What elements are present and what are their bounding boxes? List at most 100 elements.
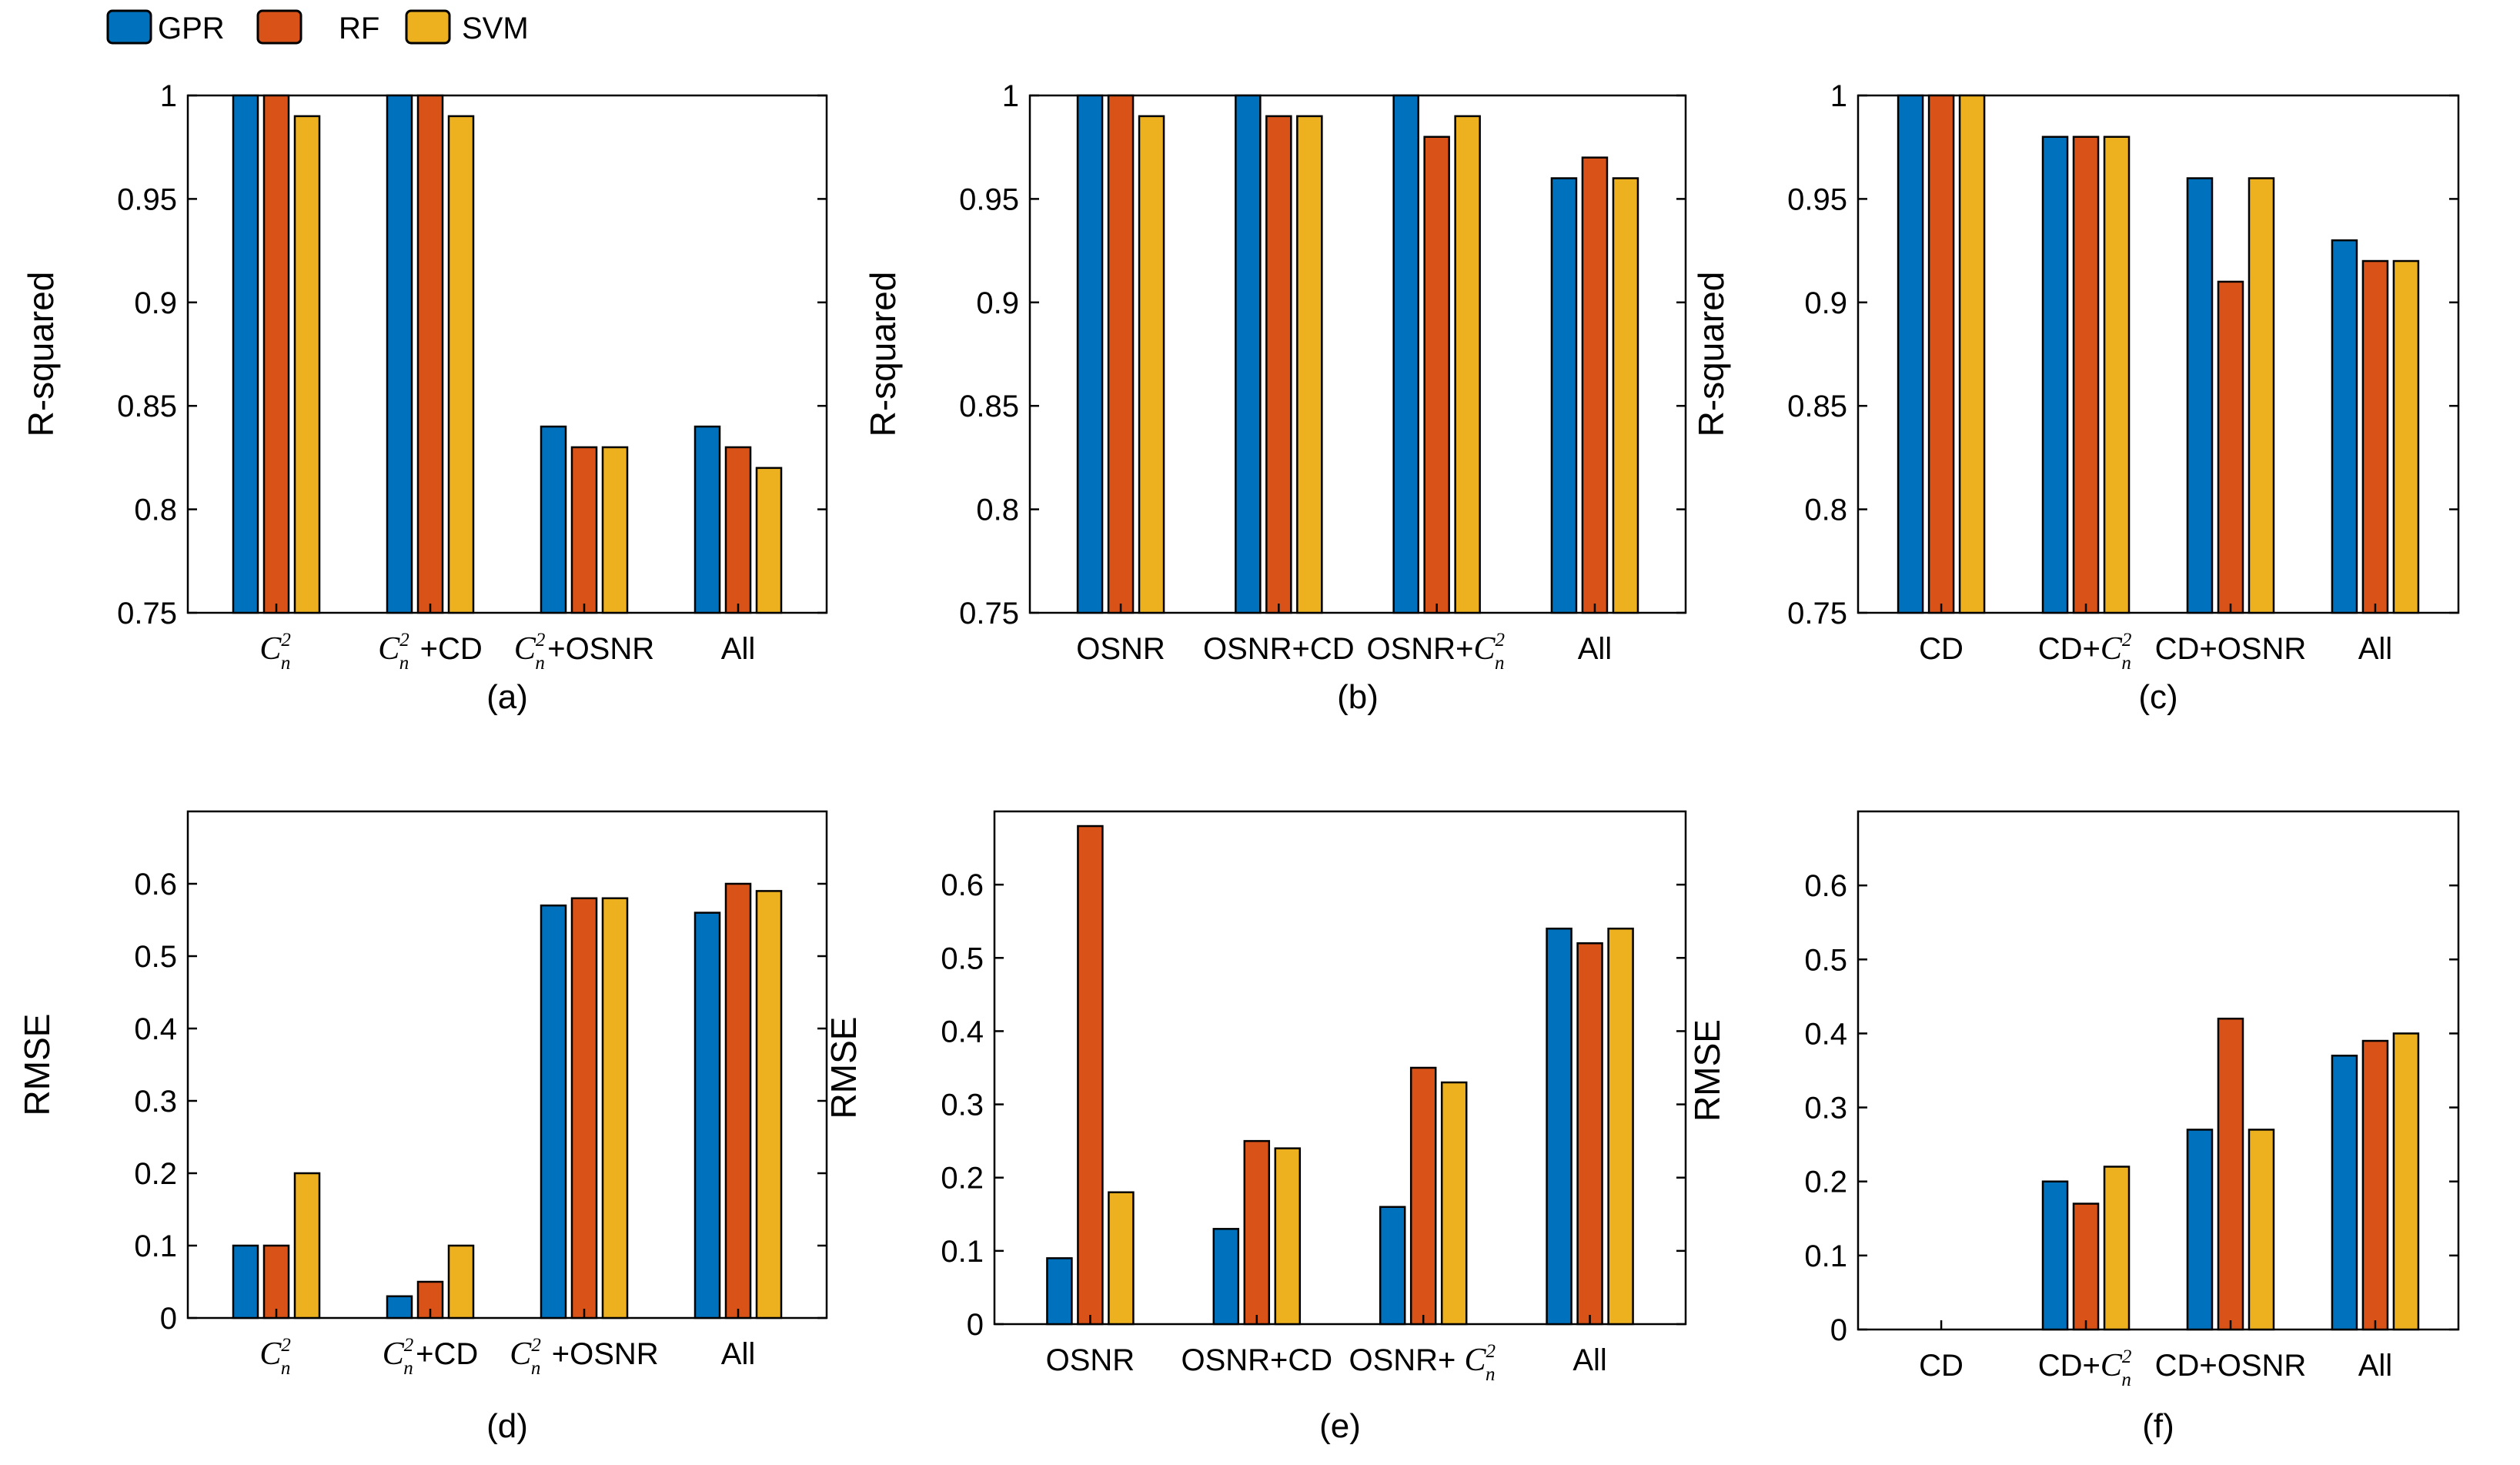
bar-e-svm-3 bbox=[1607, 927, 1634, 1326]
bar-a-rf-2 bbox=[570, 446, 598, 614]
bar-a-svm-0 bbox=[293, 115, 321, 614]
plot-area-e bbox=[993, 810, 1687, 1326]
xtick-label-a-1: C2 n +CD bbox=[378, 630, 483, 674]
ytick-label-f-1: 0.1 bbox=[1804, 1239, 1847, 1273]
caption-c: (c) bbox=[2138, 678, 2177, 716]
ytick-label-f-4: 0.4 bbox=[1804, 1017, 1847, 1051]
ytick-label-b-2: 0.85 bbox=[959, 390, 1019, 423]
panel-a: 0.75 0.8 0.85 0.9 0.95 1 C2 n C2 n +CD C2 n +OSNR A… bbox=[21, 79, 828, 716]
xtick-label-c-0: CD bbox=[1919, 632, 1964, 666]
bar-c-rf-0 bbox=[1927, 94, 1955, 614]
ylabel-b: R-squared bbox=[863, 272, 903, 437]
bar-a-gpr-3 bbox=[694, 425, 721, 614]
bar-c-svm-1 bbox=[2103, 135, 2131, 614]
bar-d-gpr-0 bbox=[232, 1244, 259, 1320]
xtick-label-e-0: OSNR bbox=[1046, 1343, 1135, 1377]
bar-c-gpr-1 bbox=[2041, 135, 2069, 614]
ytick-label-c-5: 1 bbox=[1830, 79, 1847, 113]
bar-c-gpr-0 bbox=[1897, 94, 1924, 614]
caption-e: (e) bbox=[1319, 1407, 1361, 1445]
legend: GPR RF SVM bbox=[106, 9, 529, 45]
ytick-label-e-0: 0 bbox=[967, 1308, 984, 1342]
bar-b-gpr-0 bbox=[1076, 94, 1104, 614]
bar-e-rf-2 bbox=[1409, 1066, 1437, 1326]
ytick-label-d-2: 0.2 bbox=[134, 1157, 177, 1191]
legend-swatch-gpr bbox=[106, 9, 152, 45]
xtick-label-e-2: OSNR+ C2 n bbox=[1349, 1341, 1497, 1385]
legend-label-rf: RF bbox=[339, 12, 379, 45]
bar-e-rf-3 bbox=[1576, 942, 1603, 1326]
legend-label-gpr: GPR bbox=[158, 12, 225, 45]
plot-area-d bbox=[186, 810, 828, 1320]
bar-c-svm-3 bbox=[2392, 259, 2420, 614]
xtick-label-f-1: CD+C2 n bbox=[2038, 1346, 2134, 1390]
ytick-label-a-0: 0.75 bbox=[117, 597, 177, 630]
bar-e-svm-0 bbox=[1108, 1191, 1135, 1326]
ytick-label-b-1: 0.8 bbox=[976, 493, 1019, 527]
ytick-label-f-6: 0.6 bbox=[1804, 869, 1847, 903]
xtick-label-c-1: CD+C2 n bbox=[2038, 630, 2134, 674]
ytick-label-d-6: 0.6 bbox=[134, 868, 177, 901]
ylabel-e: RMSE bbox=[824, 1017, 864, 1119]
bar-a-rf-3 bbox=[724, 446, 752, 614]
bar-e-gpr-1 bbox=[1212, 1228, 1240, 1326]
bar-c-rf-3 bbox=[2361, 259, 2389, 614]
bar-b-svm-1 bbox=[1296, 115, 1323, 614]
bar-d-svm-2 bbox=[601, 897, 629, 1320]
ytick-label-d-4: 0.4 bbox=[134, 1012, 177, 1046]
bar-d-gpr-1 bbox=[386, 1295, 413, 1320]
bar-c-svm-0 bbox=[1958, 94, 1986, 614]
ytick-label-b-0: 0.75 bbox=[959, 597, 1019, 630]
ytick-label-e-5: 0.5 bbox=[941, 942, 984, 975]
plot-area-b bbox=[1028, 94, 1687, 614]
ytick-label-f-5: 0.5 bbox=[1804, 943, 1847, 977]
bar-f-gpr-2 bbox=[2186, 1129, 2214, 1331]
xtick-label-a-3: All bbox=[721, 632, 755, 666]
panel-b: 0.75 0.8 0.85 0.9 0.95 1 OSNR OSNR+CD OSNR+C2 n A… bbox=[863, 79, 1687, 716]
panel-f: 0 0.1 0.2 0.3 0.4 0.5 0.6 CD CD+C2 n CD+OSNR All RM… bbox=[1687, 810, 2460, 1445]
xtick-label-f-2: CD+OSNR bbox=[2155, 1349, 2307, 1383]
bar-c-rf-1 bbox=[2072, 135, 2100, 614]
plot-area-c bbox=[1857, 94, 2460, 614]
bar-a-svm-1 bbox=[447, 115, 475, 614]
bar-f-gpr-1 bbox=[2041, 1180, 2069, 1331]
xtick-label-f-0: CD bbox=[1919, 1349, 1964, 1383]
bar-d-svm-0 bbox=[293, 1172, 321, 1320]
ytick-label-a-4: 0.95 bbox=[117, 182, 177, 216]
ylabel-c: R-squared bbox=[1691, 272, 1731, 437]
xtick-label-d-1: C2 n +CD bbox=[383, 1335, 479, 1379]
caption-b: (b) bbox=[1337, 678, 1379, 716]
ylabel-f: RMSE bbox=[1687, 1019, 1727, 1122]
bar-d-rf-3 bbox=[724, 882, 752, 1320]
xtick-label-f-3: All bbox=[2358, 1349, 2392, 1383]
xtick-label-b-1: OSNR+CD bbox=[1203, 632, 1355, 666]
plot-area-f bbox=[1857, 810, 2460, 1331]
xtick-label-d-2: C2 n +OSNR bbox=[510, 1335, 658, 1379]
ytick-label-d-3: 0.3 bbox=[134, 1085, 177, 1119]
bar-c-rf-2 bbox=[2217, 280, 2244, 614]
bar-c-gpr-3 bbox=[2331, 239, 2358, 614]
bar-b-svm-3 bbox=[1612, 177, 1639, 614]
xtick-label-b-2: OSNR+C2 n bbox=[1367, 630, 1507, 674]
caption-d: (d) bbox=[486, 1407, 528, 1445]
bar-e-gpr-0 bbox=[1046, 1257, 1073, 1326]
bar-e-svm-1 bbox=[1274, 1147, 1302, 1326]
panels: 0.75 0.8 0.85 0.9 0.95 1 C2 n C2 n +CD C2 n +OSNR A… bbox=[17, 79, 2460, 1445]
ytick-label-a-3: 0.9 bbox=[134, 286, 177, 320]
xtick-label-a-2: C2 n +OSNR bbox=[514, 630, 654, 674]
xtick-label-c-2: CD+OSNR bbox=[2155, 632, 2307, 666]
bar-f-gpr-3 bbox=[2331, 1055, 2358, 1331]
legend-label-svm: SVM bbox=[462, 12, 529, 45]
bar-d-gpr-2 bbox=[540, 904, 567, 1320]
ytick-label-f-3: 0.3 bbox=[1804, 1092, 1847, 1126]
ytick-label-a-5: 1 bbox=[160, 79, 177, 113]
bar-b-rf-2 bbox=[1423, 135, 1450, 614]
ytick-label-b-5: 1 bbox=[1002, 79, 1019, 113]
bar-a-svm-3 bbox=[755, 467, 783, 614]
ylabel-a: R-squared bbox=[21, 272, 61, 437]
bar-a-rf-1 bbox=[416, 94, 444, 614]
ytick-label-e-6: 0.6 bbox=[941, 868, 984, 902]
ytick-label-d-0: 0 bbox=[160, 1302, 177, 1336]
bar-d-rf-2 bbox=[570, 897, 598, 1320]
legend-swatch-rf bbox=[256, 9, 302, 45]
